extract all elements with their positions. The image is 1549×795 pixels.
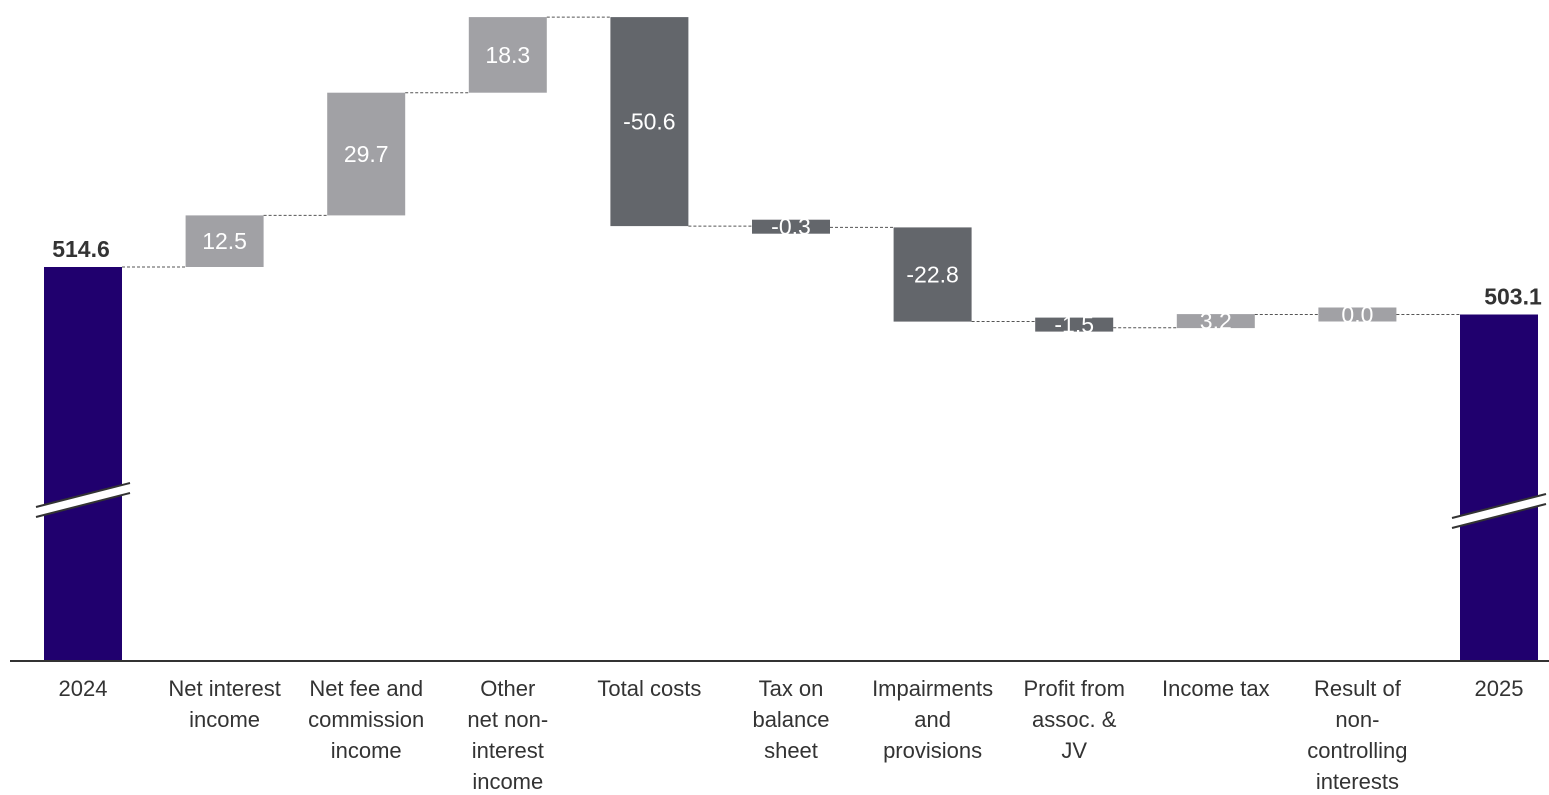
total-bar — [1460, 314, 1538, 661]
step-value-label: -0.3 — [771, 214, 811, 240]
axis-break-line — [35, 492, 131, 518]
step-value-label: 29.7 — [344, 141, 389, 167]
category-label: Net fee and commission income — [308, 676, 424, 763]
step-bar — [752, 219, 830, 234]
axis-break-mark — [1451, 493, 1547, 529]
category-label-line: controlling — [1307, 738, 1407, 763]
axis-break-mark — [35, 482, 131, 518]
category-label-line: Result of — [1314, 676, 1402, 701]
total-bar — [44, 267, 122, 661]
total-value-label: 503.1 — [1484, 284, 1542, 310]
axis-break-gap — [1452, 494, 1546, 528]
category-label-line: commission — [308, 707, 424, 732]
axis-break-line — [1451, 503, 1547, 529]
step-bar — [610, 17, 689, 227]
axis-break-line — [35, 482, 131, 508]
category-label-line: 2024 — [59, 676, 108, 701]
axis-breaks-layer — [35, 482, 1547, 529]
category-label-line: non- — [1335, 707, 1379, 732]
category-label: Income tax — [1162, 676, 1270, 701]
step-bar — [185, 215, 264, 267]
category-label: 2025 — [1475, 676, 1524, 701]
category-label-line: Net fee and — [309, 676, 423, 701]
step-value-label: -50.6 — [623, 109, 675, 135]
category-label-line: Impairments — [872, 676, 993, 701]
category-label-line: Income tax — [1162, 676, 1270, 701]
category-label-line: assoc. & — [1032, 707, 1117, 732]
category-label-line: income — [472, 769, 543, 794]
category-label-line: Net interest — [168, 676, 281, 701]
category-label: Other net non-interest income — [467, 676, 548, 794]
category-label-line: Total costs — [597, 676, 701, 701]
category-label: Total costs — [597, 676, 701, 701]
category-label-line: income — [189, 707, 260, 732]
category-label-line: balance — [752, 707, 829, 732]
category-label-line: 2025 — [1475, 676, 1524, 701]
labels-layer: 514.6 2024 12.5 Net interest income 29.7 Net f… — [52, 42, 1542, 794]
category-label-line: Profit from — [1023, 676, 1124, 701]
step-bar — [327, 92, 406, 216]
total-value-label: 514.6 — [52, 236, 110, 262]
category-label-line: and — [914, 707, 951, 732]
category-label-line: provisions — [883, 738, 982, 763]
category-label: 2024 — [59, 676, 108, 701]
step-bar — [893, 227, 972, 322]
bars-layer — [44, 17, 1538, 661]
category-label: Profit from assoc. & JV — [1023, 676, 1124, 763]
step-value-label: -1.5 — [1054, 312, 1094, 338]
connectors-layer — [122, 16, 1460, 329]
step-bar — [1318, 307, 1397, 322]
step-bar — [1035, 317, 1114, 332]
step-value-label: 18.3 — [485, 42, 530, 68]
step-bar — [1176, 314, 1255, 329]
axis-break-gap — [36, 483, 130, 517]
category-label: Tax on balance sheet — [752, 676, 829, 763]
category-label-line: JV — [1061, 738, 1087, 763]
step-value-label: -22.8 — [906, 261, 958, 287]
category-label-line: net non- — [467, 707, 548, 732]
category-label-line: sheet — [764, 738, 818, 763]
category-label-line: Other — [480, 676, 535, 701]
axis-break-line — [1451, 493, 1547, 519]
step-value-label: 0.0 — [1341, 302, 1373, 328]
category-label-line: Tax on — [759, 676, 824, 701]
category-label: Result of non-controlling interests — [1307, 676, 1407, 794]
category-label-line: income — [331, 738, 402, 763]
step-bar — [468, 17, 547, 93]
step-value-label: 3.2 — [1200, 308, 1232, 334]
step-value-label: 12.5 — [202, 228, 247, 254]
category-label: Net interest income — [168, 676, 281, 732]
category-label-line: interests — [1316, 769, 1399, 794]
category-label: Impairments and provisions — [872, 676, 993, 763]
category-label-line: interest — [472, 738, 544, 763]
